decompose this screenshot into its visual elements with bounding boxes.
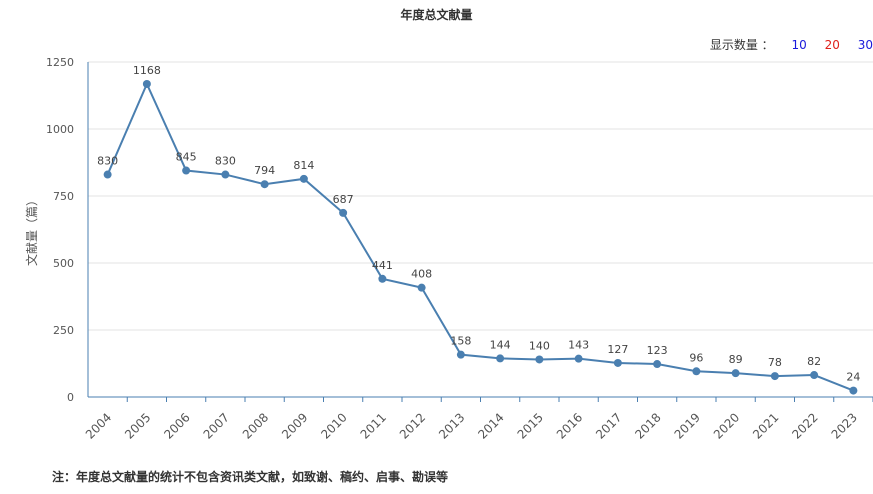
x-tick-label: 2020 <box>711 410 742 441</box>
data-label: 408 <box>411 268 432 281</box>
line-chart: 0 250 500 750 1000 1250 2004 2005 2006 2007 2008 20… <box>24 56 873 442</box>
data-label: 830 <box>215 155 236 168</box>
x-tick-label: 2018 <box>632 410 663 441</box>
data-point <box>378 274 387 283</box>
data-point <box>692 367 701 376</box>
x-tick-label: 2008 <box>240 410 271 441</box>
x-tick-label: 2011 <box>358 410 389 441</box>
data-label: 127 <box>607 343 628 356</box>
y-tick-label: 250 <box>53 324 74 337</box>
x-tick-label: 2009 <box>279 410 310 441</box>
display-count-option-30[interactable]: 30 <box>857 38 873 52</box>
y-tick-label: 500 <box>53 257 74 270</box>
y-tick-label: 0 <box>67 391 74 404</box>
data-label: 830 <box>97 155 118 168</box>
data-point <box>653 360 662 369</box>
x-tick-label: 2015 <box>515 410 546 441</box>
data-label: 89 <box>729 353 743 366</box>
data-point <box>496 354 505 363</box>
data-point <box>182 166 191 175</box>
data-label: 140 <box>529 339 550 352</box>
data-label: 143 <box>568 339 589 352</box>
series-line <box>106 81 854 392</box>
data-label: 1168 <box>133 64 161 77</box>
data-point <box>535 355 544 364</box>
data-label: 845 <box>176 151 197 164</box>
data-label: 78 <box>768 356 782 369</box>
data-label: 441 <box>372 259 393 272</box>
data-label: 144 <box>490 338 511 351</box>
data-label: 24 <box>846 371 860 384</box>
y-axis-title: 文献量（篇） <box>24 194 39 266</box>
data-label: 794 <box>254 164 275 177</box>
data-label: 123 <box>647 344 668 357</box>
x-tick-label: 2012 <box>397 410 428 441</box>
x-tick-label: 2006 <box>161 410 192 441</box>
x-tick-label: 2019 <box>672 410 703 441</box>
data-label: 158 <box>450 335 471 348</box>
data-label: 814 <box>293 159 314 172</box>
x-tick-label: 2007 <box>201 410 232 441</box>
x-tick-label: 2017 <box>593 410 624 441</box>
display-count-option-20[interactable]: 20 <box>824 38 840 52</box>
x-tick-label: 2004 <box>83 410 114 441</box>
data-point <box>417 283 426 292</box>
data-point <box>260 180 269 189</box>
x-tick-label: 2016 <box>554 410 585 441</box>
data-point <box>613 358 622 367</box>
x-tick-label: 2013 <box>436 410 467 441</box>
x-tick-label: 2022 <box>789 410 820 441</box>
data-point <box>221 170 230 179</box>
x-tick-label: 2014 <box>475 410 506 441</box>
y-tick-label: 1250 <box>46 56 74 69</box>
data-point <box>299 174 308 183</box>
data-point <box>339 208 348 217</box>
data-point <box>731 369 740 378</box>
footnote: 注：年度总文献量的统计不包含资讯类文献，如致谢、稿约、启事、勘误等 <box>52 470 449 484</box>
data-point <box>849 386 858 395</box>
data-point <box>142 79 151 88</box>
display-count-option-10[interactable]: 10 <box>791 38 807 52</box>
y-tick-label: 750 <box>53 190 74 203</box>
display-count-selector: 显示数量 ： 10 20 30 <box>710 36 873 53</box>
data-label: 82 <box>807 355 821 368</box>
data-label: 687 <box>333 193 354 206</box>
x-tick-label: 2021 <box>750 410 781 441</box>
x-tick-label: 2023 <box>829 410 860 441</box>
data-point <box>810 371 819 380</box>
display-count-label: 显示数量 ： <box>709 38 774 52</box>
y-tick-label: 1000 <box>46 123 74 136</box>
chart-title: 年度总文献量 <box>400 8 473 22</box>
x-tick-label: 2010 <box>318 410 349 441</box>
data-point <box>103 170 112 179</box>
data-point <box>574 354 583 363</box>
x-tick-label: 2005 <box>122 410 153 441</box>
data-point <box>770 372 779 381</box>
data-label: 96 <box>689 351 703 364</box>
data-point <box>456 350 465 359</box>
